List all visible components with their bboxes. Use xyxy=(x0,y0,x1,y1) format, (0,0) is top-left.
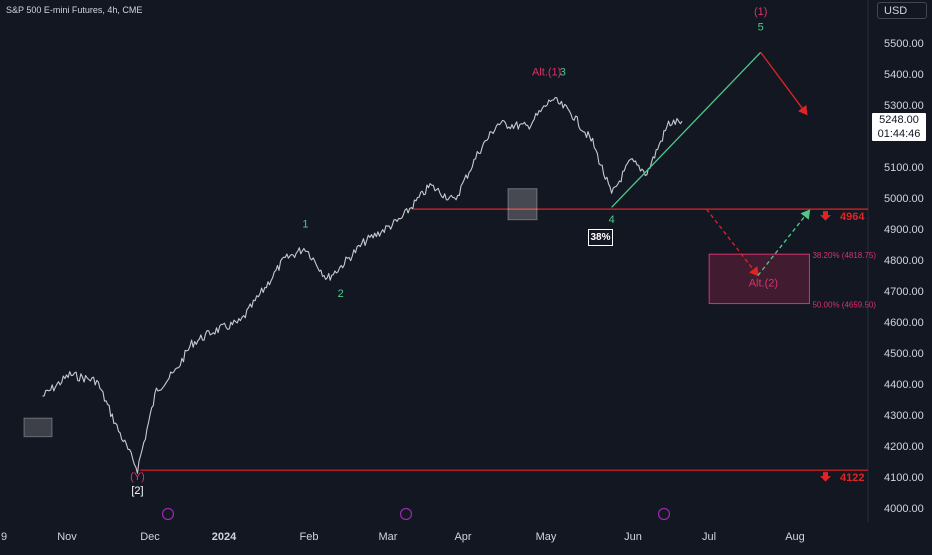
y-tick-label: 5100.00 xyxy=(884,162,924,174)
x-tick-label: Dec xyxy=(140,531,160,543)
wave-label: 4 xyxy=(609,214,615,226)
event-marker-icon xyxy=(657,507,671,521)
wave-label: (Y) xyxy=(130,471,145,483)
x-tick-label: Apr xyxy=(454,531,471,543)
x-tick-label: Jul xyxy=(702,531,716,543)
x-tick-label: Feb xyxy=(300,531,319,543)
wave-label: 1 xyxy=(302,218,308,230)
price-series xyxy=(42,96,683,474)
wave-label: 5 xyxy=(758,22,764,34)
y-tick-label: 5400.00 xyxy=(884,69,924,81)
y-tick-label: 5300.00 xyxy=(884,100,924,112)
y-tick-label: 4000.00 xyxy=(884,503,924,515)
wave-label: Alt.(1) xyxy=(532,67,561,79)
y-tick-label: 4800.00 xyxy=(884,255,924,267)
bar-countdown: 01:44:46 xyxy=(877,128,921,140)
chart-title: S&P 500 E-mini Futures, 4h, CME xyxy=(6,5,143,15)
level-label: 4964 xyxy=(840,211,865,223)
y-tick-label: 4200.00 xyxy=(884,441,924,453)
x-tick-label: Nov xyxy=(57,531,77,543)
consolidation-box xyxy=(507,188,538,221)
x-tick-label: 9 xyxy=(1,531,7,543)
y-tick-label: 4900.00 xyxy=(884,224,924,236)
y-tick-label: 5500.00 xyxy=(884,38,924,50)
wave-label: 3 xyxy=(560,67,566,79)
y-tick-label: 4400.00 xyxy=(884,379,924,391)
wave-label: (1) xyxy=(754,6,767,18)
wave-label: 2 xyxy=(338,288,344,300)
consolidation-box xyxy=(23,417,53,438)
projection-line xyxy=(760,51,808,116)
y-tick-label: 5000.00 xyxy=(884,193,924,205)
fib-zone xyxy=(708,253,810,305)
level-label: 4122 xyxy=(840,472,864,484)
x-tick-label: Jun xyxy=(624,531,642,543)
last-price: 5248.00 xyxy=(879,114,919,126)
x-tick-label: 2024 xyxy=(212,531,237,543)
y-tick-label: 4100.00 xyxy=(884,472,924,484)
x-tick-label: Mar xyxy=(379,531,398,543)
y-tick-label: 4700.00 xyxy=(884,286,924,298)
fib-top-label: 38.20% (4818.75) xyxy=(812,251,876,260)
y-tick-label: 4500.00 xyxy=(884,348,924,360)
y-tick-label: 4300.00 xyxy=(884,410,924,422)
x-tick-label: May xyxy=(536,531,557,543)
down-arrow-icon xyxy=(820,472,831,482)
y-tick-label: 4600.00 xyxy=(884,317,924,329)
currency-button[interactable]: USD xyxy=(877,2,927,19)
retracement-badge: 38% xyxy=(588,229,613,246)
x-tick-label: Aug xyxy=(785,531,805,543)
projection-line xyxy=(611,51,762,208)
event-marker-icon xyxy=(399,507,413,521)
wave-label: [2] xyxy=(131,485,143,497)
last-price-tag: 5248.00 01:44:46 xyxy=(871,112,927,142)
fib-bottom-label: 50.00% (4659.50) xyxy=(812,301,876,310)
event-marker-icon xyxy=(161,507,175,521)
wave-label: Alt.(2) xyxy=(749,277,778,289)
down-arrow-icon xyxy=(820,211,831,221)
